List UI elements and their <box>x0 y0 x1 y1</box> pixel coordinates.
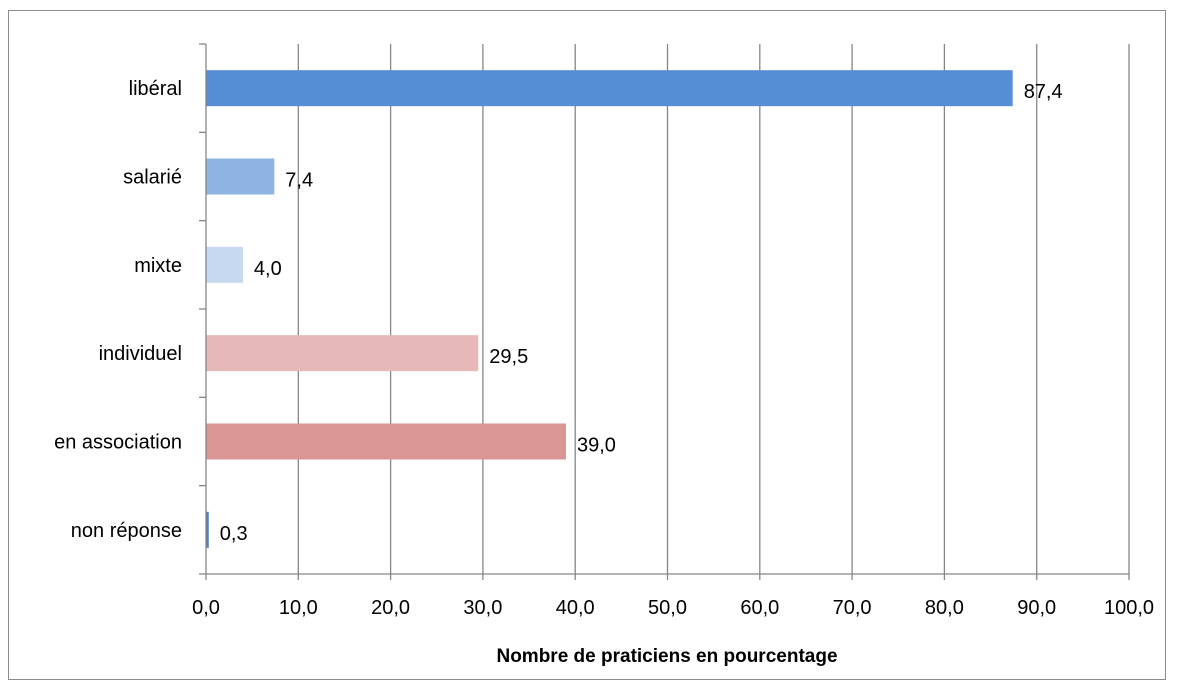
gridlines <box>297 44 1130 574</box>
category-labels: libéral salarié mixte individuel en associat… <box>54 78 182 542</box>
category-label: salarié <box>123 167 182 189</box>
x-tick-label: 50,0 <box>648 597 687 619</box>
data-label: 4,0 <box>254 258 282 280</box>
x-tick-label: 20,0 <box>371 597 410 619</box>
category-label: individuel <box>99 343 182 365</box>
data-label: 0,3 <box>220 523 248 545</box>
data-label: 7,4 <box>285 170 313 192</box>
bar <box>206 335 479 372</box>
x-axis-title: Nombre de praticiens en pourcentage <box>496 646 837 667</box>
category-label: en association <box>54 432 182 454</box>
data-label: 87,4 <box>1024 81 1063 103</box>
category-label: mixte <box>134 255 182 277</box>
bar <box>206 423 566 460</box>
bar <box>206 158 275 195</box>
x-tick-label: 70,0 <box>833 597 872 619</box>
bar <box>206 70 1013 107</box>
tick-labels: 0,0 10,0 20,0 30,0 40,0 50,0 60,0 70,0 80,0 90,0 1… <box>192 597 1154 619</box>
category-label: libéral <box>129 78 182 100</box>
x-tick-label: 100,0 <box>1104 597 1154 619</box>
bars <box>206 70 1013 548</box>
x-tick-label: 60,0 <box>740 597 779 619</box>
data-label: 39,0 <box>577 435 616 457</box>
x-tick-label: 0,0 <box>192 597 220 619</box>
x-tick-label: 90,0 <box>1017 597 1056 619</box>
axes <box>199 43 1130 580</box>
x-tick-label: 30,0 <box>463 597 502 619</box>
x-tick-label: 80,0 <box>925 597 964 619</box>
data-label: 29,5 <box>489 346 528 368</box>
bar <box>206 511 209 548</box>
data-labels: 87,4 7,4 4,0 29,5 39,0 0,3 <box>220 81 1063 545</box>
bar <box>206 246 243 283</box>
x-tick-label: 40,0 <box>556 597 595 619</box>
category-label: non réponse <box>71 520 182 542</box>
x-tick-label: 10,0 <box>279 597 318 619</box>
chart-frame <box>8 10 1166 680</box>
